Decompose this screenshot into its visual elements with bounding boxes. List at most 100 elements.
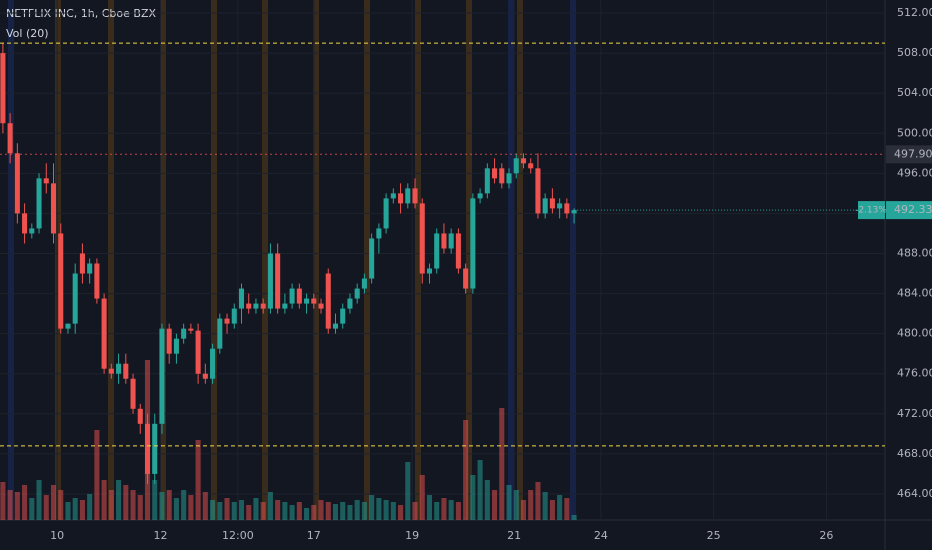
volume-bar [499, 408, 505, 520]
candle-body [492, 168, 498, 179]
candle-body [217, 318, 223, 349]
volume-bar [43, 495, 49, 520]
y-tick-label: 484.00 [897, 287, 932, 300]
reference-label: 497.90 [894, 147, 932, 160]
volume-bar [535, 482, 541, 520]
change-box [858, 201, 885, 220]
candle-body [390, 193, 396, 199]
band [211, 0, 217, 520]
volume-bar [564, 498, 570, 520]
candle-body [58, 233, 64, 329]
candle-body [7, 123, 13, 154]
volume-bar [347, 505, 353, 520]
candle-body [210, 348, 216, 379]
volume-bar [492, 490, 498, 520]
x-tick-label: 24 [594, 529, 608, 542]
candle-body [470, 198, 476, 289]
volume-bar [79, 500, 85, 520]
candle-body [311, 298, 317, 304]
band [313, 0, 319, 520]
candle-body [463, 268, 469, 289]
volume-bar [390, 502, 396, 520]
volume-bar [549, 500, 555, 520]
band [466, 0, 472, 520]
candle-body [448, 233, 454, 249]
candle-body [43, 178, 49, 184]
candle-body [101, 298, 107, 369]
candle-body [159, 328, 165, 424]
volume-bar [195, 440, 201, 520]
last-price-label: 492.33 [894, 203, 932, 216]
candle-body [65, 323, 71, 329]
volume-bar [542, 492, 548, 520]
candle-body [224, 318, 230, 324]
candle-body [296, 288, 302, 304]
y-tick-label: 496.00 [897, 166, 932, 179]
volume-bar [87, 494, 93, 520]
candle-body [383, 198, 389, 229]
band [55, 0, 61, 520]
y-tick-label: 504.00 [897, 86, 932, 99]
volume-bar [477, 460, 483, 520]
x-tick-label: 12 [154, 529, 168, 542]
volume-bar [58, 490, 64, 520]
candle-body [94, 263, 100, 299]
candle-body [144, 423, 151, 474]
candle-body [130, 378, 136, 409]
volume-bar [253, 498, 259, 520]
volume-bar [296, 502, 302, 520]
x-tick-label: 19 [405, 529, 419, 542]
volume-bar [325, 502, 331, 520]
candle-body [542, 198, 548, 214]
volume-bar [202, 492, 208, 520]
band [160, 0, 166, 520]
candle-body [354, 288, 360, 299]
candle-body [267, 253, 273, 309]
x-tick-label: 17 [307, 529, 321, 542]
volume-bar [246, 505, 252, 520]
volume-bar [571, 515, 577, 520]
candle-body [484, 168, 490, 194]
change-label: -2.13% [855, 206, 887, 216]
volume-bar [318, 500, 324, 520]
volume-bar [123, 485, 129, 520]
band [262, 0, 268, 520]
x-tick-label: 12:00 [222, 529, 254, 542]
volume-bar [159, 492, 165, 520]
candle-body [332, 323, 339, 329]
y-tick-label: 468.00 [897, 447, 932, 460]
volume-bar [188, 495, 194, 520]
volume-bar [448, 500, 454, 520]
volume-bar [484, 480, 490, 520]
y-tick-label: 476.00 [897, 367, 932, 380]
candle-body [238, 288, 245, 309]
candle-body [50, 183, 57, 234]
candle-body [564, 203, 570, 214]
candle-body [79, 253, 85, 274]
y-tick-label: 508.00 [897, 46, 932, 59]
volume-bar [376, 498, 382, 520]
candle-body [275, 253, 281, 309]
candle-body [398, 193, 404, 204]
candle-body [202, 373, 208, 379]
candle-body [173, 338, 179, 354]
candle-body [14, 153, 20, 214]
volume-bar [304, 508, 310, 520]
candle-body [22, 213, 28, 234]
y-tick-label: 480.00 [897, 327, 932, 340]
candle-body [528, 163, 534, 169]
volume-bar [506, 485, 512, 520]
volume-bar [130, 490, 136, 520]
last-price-box [886, 201, 932, 220]
volume-bar [463, 420, 469, 520]
candle-body [188, 328, 194, 331]
reference-label-box [886, 145, 932, 164]
band [508, 0, 514, 520]
candle-body [231, 308, 237, 324]
volume-bar [231, 502, 237, 520]
volume-bar [267, 492, 273, 520]
candle-body [166, 328, 172, 354]
candle-body [455, 233, 461, 269]
volume-bar [513, 490, 519, 520]
